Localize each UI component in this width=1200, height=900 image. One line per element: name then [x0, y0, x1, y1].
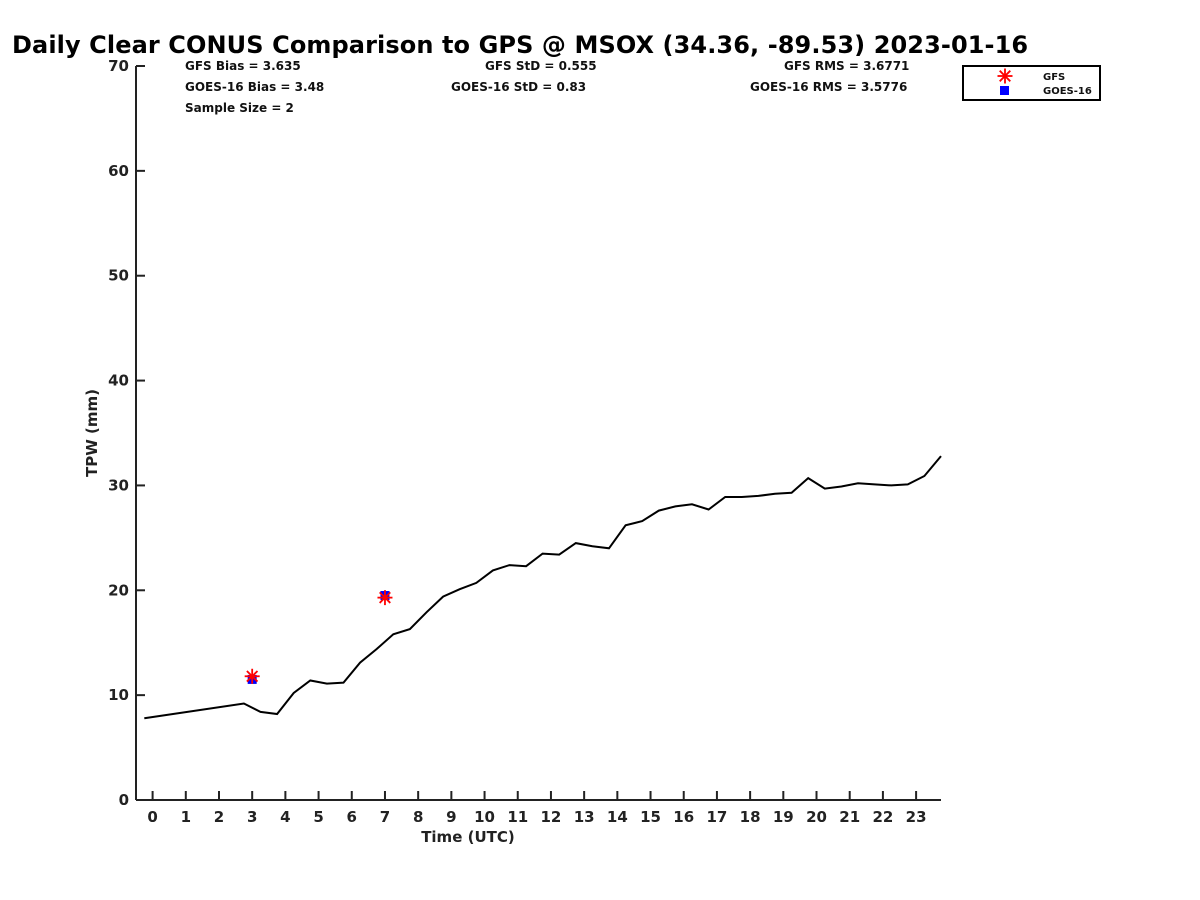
x-tick-label: 5 — [313, 808, 323, 826]
x-tick-label: 8 — [413, 808, 423, 826]
y-tick-label: 60 — [108, 162, 129, 180]
x-tick-label: 12 — [541, 808, 562, 826]
x-tick-label: 2 — [214, 808, 224, 826]
x-axis-label: Time (UTC) — [421, 828, 515, 846]
legend-goes-label: GOES-16 — [1043, 86, 1092, 97]
x-tick-label: 14 — [607, 808, 628, 826]
gps-line-layer — [144, 455, 942, 720]
x-tick-label: 4 — [280, 808, 290, 826]
legend-goes-marker — [1000, 86, 1009, 95]
gfs-rms-stat: GFS RMS = 3.6771 — [784, 59, 910, 73]
x-tick-label: 21 — [839, 808, 860, 826]
x-tick-label: 17 — [706, 808, 727, 826]
gfs-point — [377, 590, 393, 606]
gfs-bias-stat: GFS Bias = 3.635 — [185, 59, 301, 73]
gfs-point — [244, 668, 260, 684]
x-tick-label: 6 — [347, 808, 357, 826]
x-tick-label: 22 — [872, 808, 893, 826]
legend-box — [962, 65, 1101, 101]
x-tick-label: 0 — [147, 808, 157, 826]
asterisk-stroke — [379, 591, 391, 604]
goes-rms-stat: GOES-16 RMS = 3.5776 — [750, 80, 908, 94]
goes-std-stat: GOES-16 StD = 0.83 — [451, 80, 587, 94]
x-tick-label: 13 — [574, 808, 595, 826]
y-tick-label: 20 — [108, 581, 129, 599]
legend-gfs-asterisk — [997, 68, 1013, 84]
y-tick-label: 50 — [108, 267, 129, 285]
y-tick-label: 70 — [108, 57, 129, 75]
x-tick-label: 9 — [446, 808, 456, 826]
x-tick-label: 20 — [806, 808, 827, 826]
y-tick-label: 10 — [108, 686, 129, 704]
x-tick-label: 10 — [474, 808, 495, 826]
x-tick-label: 11 — [507, 808, 528, 826]
y-axis-label: TPW (mm) — [83, 389, 101, 477]
asterisk-stroke — [246, 670, 259, 683]
gfs-std-stat: GFS StD = 0.555 — [485, 59, 597, 73]
y-tick-label: 0 — [119, 791, 129, 809]
y-tick-label: 30 — [108, 476, 129, 494]
x-tick-label: 18 — [740, 808, 761, 826]
legend-gfs-label: GFS — [1043, 72, 1065, 83]
gps-tpw-line — [144, 455, 942, 720]
y-tick-label: 40 — [108, 372, 129, 390]
asterisk-stroke — [999, 70, 1011, 82]
x-tick-label: 16 — [673, 808, 694, 826]
chart-title: Daily Clear CONUS Comparison to GPS @ MS… — [12, 31, 1029, 59]
x-tick-label: 7 — [380, 808, 390, 826]
x-tick-label: 3 — [247, 808, 257, 826]
sample-size-stat: Sample Size = 2 — [185, 101, 294, 115]
legend-gfs-marker — [997, 68, 1013, 84]
x-tick-label: 23 — [906, 808, 927, 826]
goes-bias-stat: GOES-16 Bias = 3.48 — [185, 80, 325, 94]
legend: GFS GOES-16 — [962, 65, 1101, 101]
x-tick-label: 15 — [640, 808, 661, 826]
x-tick-label: 1 — [181, 808, 191, 826]
marker-layer — [244, 590, 393, 684]
x-tick-label: 19 — [773, 808, 794, 826]
